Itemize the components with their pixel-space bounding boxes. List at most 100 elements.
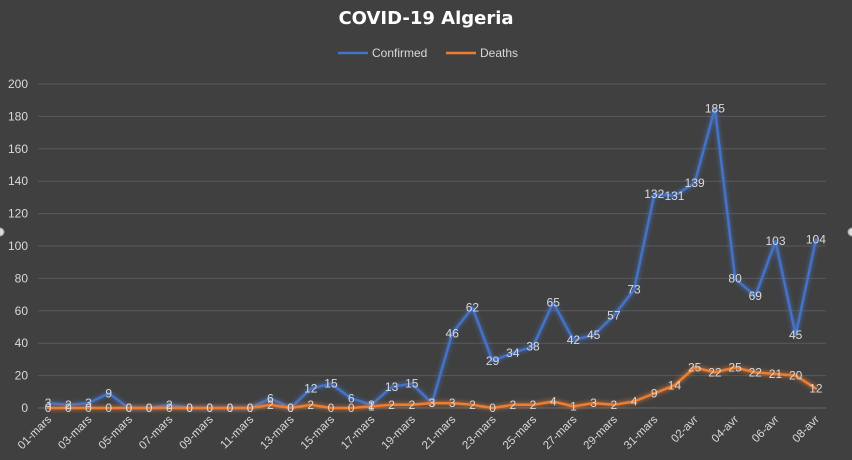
data-label-confirmed: 104 bbox=[806, 233, 826, 247]
y-tick-label: 180 bbox=[8, 109, 28, 123]
x-tick-label: 05-mars bbox=[97, 413, 135, 451]
y-axis: 0 20 40 60 80 100 120 140 160 180 200 bbox=[8, 77, 28, 415]
x-tick-label: 21-mars bbox=[420, 413, 458, 451]
series-lines bbox=[46, 107, 818, 410]
data-label-deaths: 2 bbox=[611, 398, 618, 412]
data-label-deaths: 25 bbox=[688, 361, 702, 375]
data-label-confirmed: 131 bbox=[664, 189, 684, 203]
data-label-deaths: 0 bbox=[186, 401, 193, 415]
data-label-confirmed: 0 bbox=[227, 401, 234, 415]
x-tick-label: 17-mars bbox=[339, 413, 377, 451]
data-label-deaths: 0 bbox=[105, 401, 112, 415]
data-label-deaths: 0 bbox=[489, 401, 496, 415]
data-label-confirmed: 0 bbox=[206, 401, 213, 415]
x-tick-label: 27-mars bbox=[541, 413, 579, 451]
data-label-deaths: 0 bbox=[227, 401, 234, 415]
x-tick-label: 02-avr bbox=[669, 414, 701, 446]
data-label-deaths: 0 bbox=[65, 401, 72, 415]
data-label-confirmed: 13 bbox=[385, 380, 399, 394]
data-label-deaths: 0 bbox=[45, 401, 52, 415]
y-tick-label: 120 bbox=[8, 207, 28, 221]
data-label-confirmed: 45 bbox=[789, 328, 803, 342]
data-label-deaths: 0 bbox=[348, 401, 355, 415]
data-label-deaths: 20 bbox=[789, 369, 803, 383]
data-label-confirmed: 34 bbox=[506, 346, 520, 360]
data-label-confirmed: 2 bbox=[368, 398, 375, 412]
data-label-confirmed: 69 bbox=[749, 289, 763, 303]
x-tick-label: 04-avr bbox=[710, 414, 742, 446]
data-label-deaths: 0 bbox=[287, 401, 294, 415]
data-label-confirmed: 0 bbox=[126, 401, 133, 415]
data-label-confirmed: 42 bbox=[567, 333, 581, 347]
y-tick-label: 200 bbox=[8, 77, 28, 91]
y-tick-label: 140 bbox=[8, 174, 28, 188]
data-label-confirmed: 73 bbox=[627, 283, 641, 297]
data-label-confirmed: 9 bbox=[105, 386, 112, 400]
y-tick-label: 20 bbox=[15, 369, 29, 383]
data-label-confirmed: 80 bbox=[728, 271, 742, 285]
x-tick-label: 15-mars bbox=[299, 413, 337, 451]
data-label-deaths: 0 bbox=[206, 401, 213, 415]
x-tick-label: 31-mars bbox=[622, 413, 660, 451]
data-label-deaths: 4 bbox=[631, 395, 638, 409]
data-label-confirmed: 3 bbox=[429, 396, 436, 410]
data-label-confirmed: 15 bbox=[324, 377, 338, 391]
data-label-confirmed: 139 bbox=[685, 176, 705, 190]
data-label-confirmed: 185 bbox=[705, 101, 725, 115]
data-label-deaths: 2 bbox=[307, 398, 314, 412]
data-label-deaths: 1 bbox=[368, 399, 375, 413]
data-label-confirmed: 46 bbox=[446, 326, 460, 340]
data-label-deaths: 12 bbox=[809, 382, 823, 396]
data-label-deaths: 0 bbox=[166, 401, 173, 415]
data-label-deaths: 3 bbox=[429, 396, 436, 410]
y-tick-label: 80 bbox=[15, 271, 29, 285]
data-label-deaths: 1 bbox=[570, 399, 577, 413]
data-label-deaths: 22 bbox=[708, 365, 722, 379]
data-label-confirmed: 29 bbox=[486, 354, 500, 368]
data-label-deaths: 0 bbox=[126, 401, 133, 415]
y-tick-label: 0 bbox=[21, 401, 28, 415]
data-label-deaths: 2 bbox=[408, 398, 415, 412]
x-tick-label: 09-mars bbox=[178, 413, 216, 451]
data-label-deaths: 2 bbox=[530, 398, 537, 412]
resize-handle-right[interactable] bbox=[847, 227, 852, 237]
x-tick-label: 08-avr bbox=[790, 414, 822, 446]
data-label-confirmed: 6 bbox=[267, 391, 274, 405]
data-label-confirmed: 0 bbox=[247, 401, 254, 415]
x-axis: 01-mars 03-mars 05-mars 07-mars 09-mars 11-ma… bbox=[16, 413, 822, 451]
y-tick-label: 100 bbox=[8, 239, 28, 253]
y-tick-label: 160 bbox=[8, 142, 28, 156]
data-label-confirmed: 2 bbox=[65, 398, 72, 412]
data-label-confirmed: 3 bbox=[45, 396, 52, 410]
data-label-deaths: 2 bbox=[388, 398, 395, 412]
data-label-deaths: 22 bbox=[749, 365, 763, 379]
data-label-deaths: 25 bbox=[728, 361, 742, 375]
data-label-deaths: 14 bbox=[668, 378, 682, 392]
gridlines bbox=[38, 83, 826, 409]
data-label-deaths: 3 bbox=[449, 396, 456, 410]
data-label-deaths: 3 bbox=[590, 396, 597, 410]
data-label-deaths: 2 bbox=[469, 398, 476, 412]
x-tick-label: 01-mars bbox=[16, 413, 54, 451]
y-tick-label: 40 bbox=[15, 336, 29, 350]
x-tick-label: 07-mars bbox=[137, 413, 175, 451]
data-label-confirmed: 65 bbox=[547, 296, 561, 310]
data-label-confirmed: 6 bbox=[348, 391, 355, 405]
data-label-deaths: 0 bbox=[85, 401, 92, 415]
data-label-confirmed: 2 bbox=[166, 398, 173, 412]
data-label-deaths: 0 bbox=[146, 401, 153, 415]
data-label-deaths: 0 bbox=[328, 401, 335, 415]
data-label-confirmed: 0 bbox=[287, 401, 294, 415]
x-tick-label: 29-mars bbox=[582, 413, 620, 451]
x-tick-label: 23-mars bbox=[460, 413, 498, 451]
resize-handle-left[interactable] bbox=[0, 227, 5, 237]
data-label-confirmed: 3 bbox=[85, 396, 92, 410]
data-label-confirmed: 45 bbox=[587, 328, 601, 342]
legend: Confirmed Deaths bbox=[338, 46, 518, 60]
data-label-confirmed: 0 bbox=[186, 401, 193, 415]
x-tick-label: 03-mars bbox=[56, 413, 94, 451]
series-line-deaths bbox=[46, 366, 818, 410]
legend-entry-deaths: Deaths bbox=[480, 46, 518, 60]
